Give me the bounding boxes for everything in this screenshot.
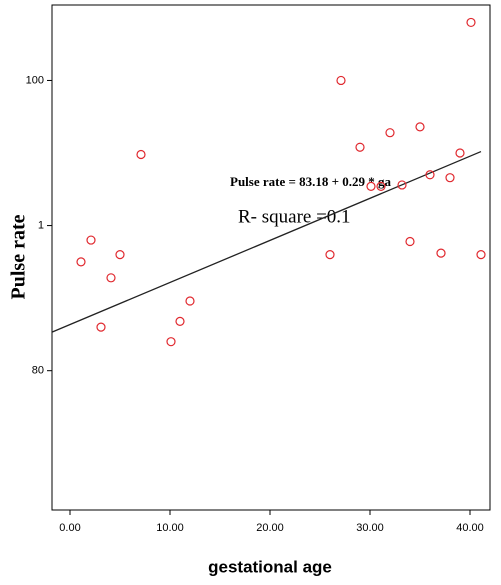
point <box>366 181 376 191</box>
point <box>385 128 395 138</box>
point <box>397 180 407 190</box>
point <box>466 17 476 28</box>
point <box>325 249 335 260</box>
x-tick-label: 40.00 <box>456 522 484 534</box>
point <box>136 149 146 160</box>
point <box>436 248 446 258</box>
x-tick-label: 10.00 <box>156 522 184 534</box>
point <box>476 249 486 260</box>
y-tick-label: 1 <box>38 219 44 231</box>
fit-line <box>51 150 482 333</box>
point <box>425 170 435 180</box>
x-tick-label: 20.00 <box>256 522 284 534</box>
point <box>166 337 176 347</box>
y-tick-label: 100 <box>26 74 44 86</box>
point <box>115 249 125 260</box>
point <box>376 181 386 191</box>
point <box>355 142 365 152</box>
point <box>455 148 465 158</box>
point <box>405 236 415 247</box>
point <box>175 316 185 326</box>
x-tick-label: 0.00 <box>59 522 80 534</box>
y-axis-label: Pulse rate <box>8 214 30 299</box>
point <box>96 322 106 332</box>
point <box>415 122 425 132</box>
point <box>336 75 346 86</box>
y-tick-label: 80 <box>32 365 44 377</box>
x-tick-label: 30.00 <box>356 522 384 534</box>
point <box>106 273 116 283</box>
point <box>76 257 86 267</box>
point <box>445 173 455 183</box>
point <box>86 235 96 245</box>
x-axis-label: gestational age <box>208 557 332 576</box>
equation: Pulse rate = 83.18 + 0.29 * ga <box>230 174 392 189</box>
r-square: R- square =0.1 <box>238 206 351 227</box>
plot-frame <box>51 4 491 511</box>
point <box>185 296 195 306</box>
